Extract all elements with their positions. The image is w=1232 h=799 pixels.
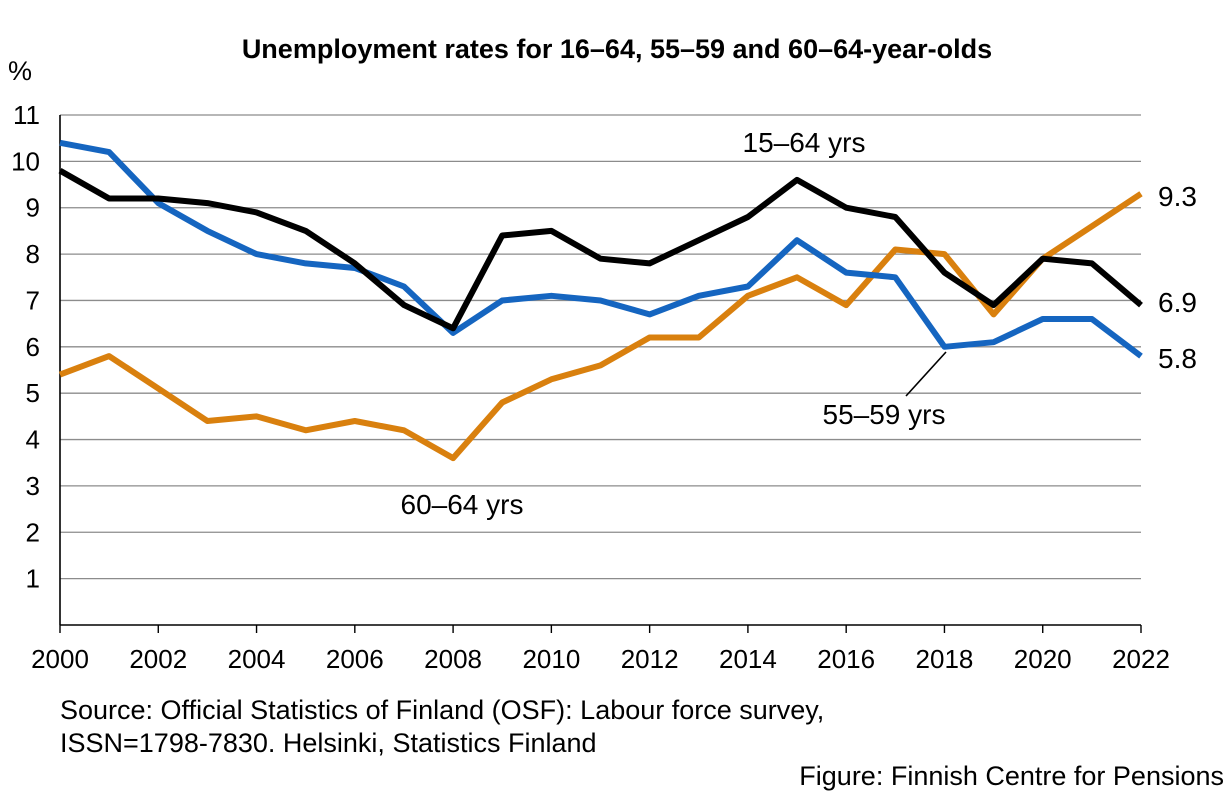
gridlines (60, 114, 1141, 580)
y-tick-label: 2 (26, 517, 40, 547)
source-note-line-1: Source: Official Statistics of Finland (… (60, 695, 825, 725)
chart-title: Unemployment rates for 16–64, 55–59 and … (242, 34, 992, 64)
y-tick-label: 5 (26, 378, 40, 408)
y-tick-label: 4 (26, 425, 40, 455)
x-tick-label: 2018 (916, 644, 974, 674)
y-tick-label: 9 (26, 193, 40, 223)
y-axis-unit-label: % (8, 56, 32, 86)
x-tick-label: 2002 (129, 644, 187, 674)
x-tick-label: 2022 (1112, 644, 1170, 674)
x-tick-label: 2010 (522, 644, 580, 674)
end-value-label: 9.3 (1158, 181, 1197, 212)
y-tick-label: 8 (26, 239, 40, 269)
annotations: 15–64 yrs 55–59 yrs 60–64 yrs 9.3 6.9 5.8 (401, 127, 1197, 520)
x-tick-label: 2004 (228, 644, 286, 674)
x-tick-label: 2008 (424, 644, 482, 674)
y-tick-label: 7 (26, 285, 40, 315)
x-tick-label: 2020 (1014, 644, 1072, 674)
series-line-2 (58, 191, 1143, 462)
leader-line (905, 351, 947, 397)
y-tick-label: 11 (13, 100, 40, 130)
x-tick-label: 2014 (719, 644, 777, 674)
series-line-0 (58, 167, 1143, 332)
x-tick-label: 2016 (817, 644, 875, 674)
series-label: 55–59 yrs (823, 399, 946, 430)
series-label: 15–64 yrs (743, 127, 866, 158)
x-tick-label: 2012 (621, 644, 679, 674)
y-tick-label: 10 (11, 146, 40, 176)
series-line-1 (59, 139, 1143, 359)
source-note-line-2: ISSN=1798-7830. Helsinki, Statistics Fin… (60, 728, 597, 758)
x-tick-label: 2000 (31, 644, 89, 674)
end-value-label: 5.8 (1158, 343, 1197, 374)
end-value-label: 6.9 (1158, 287, 1197, 318)
series-label: 60–64 yrs (401, 489, 524, 520)
y-tick-label: 3 (26, 471, 40, 501)
figure-credit: Figure: Finnish Centre for Pensions (799, 761, 1224, 791)
y-tick-label: 6 (26, 332, 40, 362)
y-tick-label: 1 (26, 564, 40, 594)
x-tick-label: 2006 (326, 644, 384, 674)
series-lines (58, 139, 1143, 462)
axes: 1 2 3 4 5 6 7 8 9 10 11 2000 2002 2004 2006 2008 2010 201… (11, 100, 1170, 674)
